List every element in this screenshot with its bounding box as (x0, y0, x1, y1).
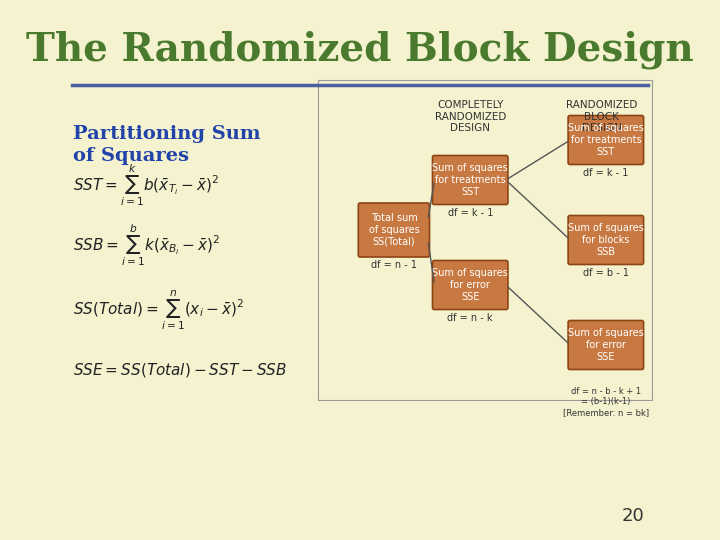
Text: df = n - k: df = n - k (447, 313, 493, 323)
Text: df = n - b - k + 1
= (b-1)(k-1)
[Remember: n = bk]: df = n - b - k + 1 = (b-1)(k-1) [Remembe… (563, 387, 649, 417)
Text: $SST = \sum_{i=1}^{k} b\left(\bar{x}_{T_i} - \bar{x}\right)^2$: $SST = \sum_{i=1}^{k} b\left(\bar{x}_{T_… (73, 162, 220, 208)
Text: Sum of squares
for blocks
SSB: Sum of squares for blocks SSB (568, 223, 644, 257)
Text: df = n - 1: df = n - 1 (371, 260, 417, 270)
Text: The Randomized Block Design: The Randomized Block Design (26, 31, 694, 69)
Text: df = k - 1: df = k - 1 (448, 208, 493, 218)
Text: $SSB = \sum_{i=1}^{b} k\left(\bar{x}_{B_i} - \bar{x}\right)^2$: $SSB = \sum_{i=1}^{b} k\left(\bar{x}_{B_… (73, 222, 220, 268)
Text: Sum of squares
for treatments
SST: Sum of squares for treatments SST (432, 163, 508, 197)
Text: df = k - 1: df = k - 1 (583, 168, 629, 178)
Text: df = b - 1: df = b - 1 (583, 268, 629, 278)
Text: Sum of squares
for error
SSE: Sum of squares for error SSE (568, 328, 644, 362)
Text: RANDOMIZED
BLOCK
DESIGN: RANDOMIZED BLOCK DESIGN (566, 100, 637, 133)
FancyBboxPatch shape (568, 116, 644, 165)
FancyBboxPatch shape (568, 321, 644, 369)
FancyBboxPatch shape (433, 156, 508, 205)
Text: $SSE = SS(Total) - SST - SSB$: $SSE = SS(Total) - SST - SSB$ (73, 361, 288, 379)
FancyBboxPatch shape (433, 260, 508, 309)
FancyBboxPatch shape (359, 203, 430, 257)
Text: COMPLETELY
RANDOMIZED
DESIGN: COMPLETELY RANDOMIZED DESIGN (434, 100, 506, 133)
FancyBboxPatch shape (568, 215, 644, 265)
Text: Sum of squares
for treatments
SST: Sum of squares for treatments SST (568, 123, 644, 157)
Text: Partitioning Sum
of Squares: Partitioning Sum of Squares (73, 125, 261, 165)
Text: $SS(Total) = \sum_{i=1}^{n}\left(x_i - \bar{x}\right)^2$: $SS(Total) = \sum_{i=1}^{n}\left(x_i - \… (73, 288, 244, 332)
Text: 20: 20 (621, 507, 644, 525)
Text: Sum of squares
for error
SSE: Sum of squares for error SSE (432, 268, 508, 302)
Text: Total sum
of squares
SS(Total): Total sum of squares SS(Total) (369, 213, 419, 247)
